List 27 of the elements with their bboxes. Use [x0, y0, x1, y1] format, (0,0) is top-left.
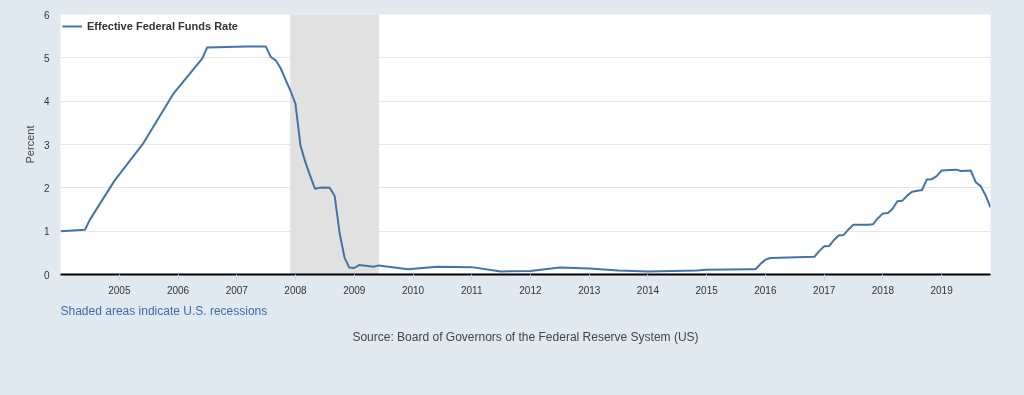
- y-tick-label: 2: [43, 182, 50, 194]
- source-note: Source: Board of Governors of the Federal Reserve System (US): [352, 329, 699, 344]
- line-series: [60, 45, 991, 273]
- y-tick-label: 0: [43, 269, 50, 281]
- x-tick-label: 2017: [813, 284, 836, 296]
- x-tick-label: 2006: [166, 284, 190, 296]
- text: Shaded areas indicate U.S. recessions: [60, 303, 268, 318]
- y-tick-label: 3: [43, 139, 50, 151]
- y-tick-label: 4: [43, 96, 50, 108]
- y-tick-label: 6: [43, 9, 50, 21]
- legend-label: Effective Federal Funds Rate: [87, 20, 238, 32]
- x-tick-label: 2012: [519, 284, 542, 296]
- y-axis-title: Percent: [23, 125, 36, 164]
- x-tick-label: 2019: [930, 284, 954, 296]
- x-tick-label: 2010: [401, 284, 425, 296]
- x-tick-label: 2007: [225, 284, 249, 296]
- x-tick-label: 2013: [578, 284, 601, 296]
- x-tick-label: 2009: [343, 284, 366, 296]
- x-tick-label: 2014: [636, 284, 660, 296]
- x-tick-label: 2016: [754, 284, 777, 296]
- x-tick-label: 2018: [871, 284, 895, 296]
- x-tick-label: 2015: [695, 284, 719, 296]
- y-tick-label: 1: [43, 226, 50, 238]
- y-tick-label: 5: [43, 52, 50, 64]
- x-tick-label: 2005: [108, 284, 131, 296]
- x-tick-label: 2008: [284, 284, 308, 296]
- x-tick-label: 2011: [460, 284, 483, 296]
